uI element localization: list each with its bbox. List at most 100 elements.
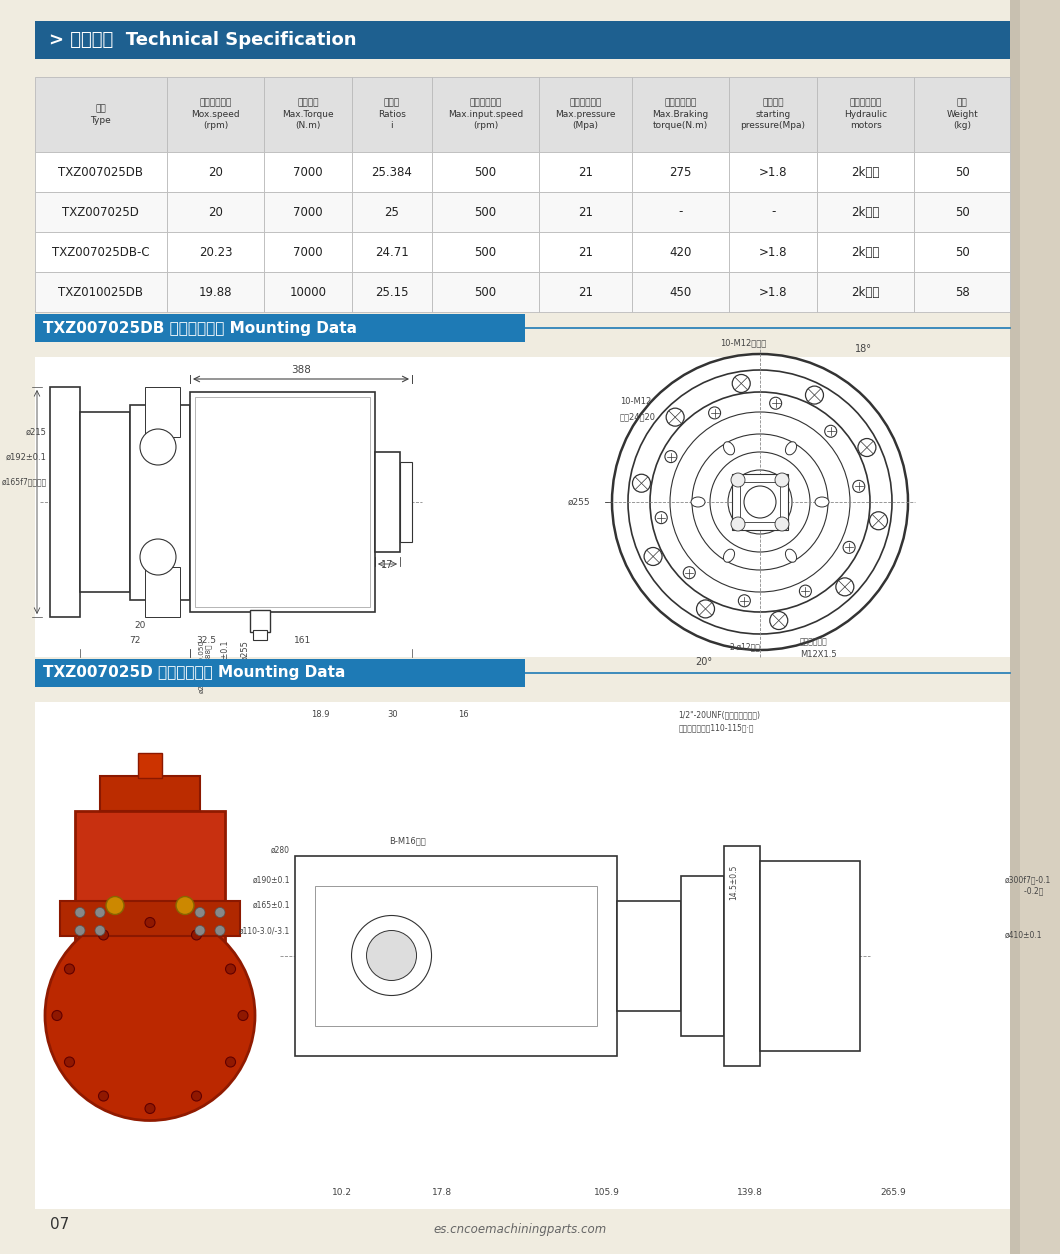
Circle shape <box>644 548 662 566</box>
Text: ø215: ø215 <box>26 428 47 436</box>
Circle shape <box>195 925 205 935</box>
Circle shape <box>775 517 789 530</box>
Ellipse shape <box>691 497 705 507</box>
Circle shape <box>665 450 677 463</box>
Text: >1.8: >1.8 <box>759 246 788 258</box>
Text: 型号
Type: 型号 Type <box>90 104 111 124</box>
Text: ø204f7（-0.050
       -0.088）: ø204f7（-0.050 -0.088） <box>198 640 212 693</box>
Bar <box>35 21 1010 59</box>
Circle shape <box>708 406 721 419</box>
Text: 7000: 7000 <box>294 166 323 178</box>
Text: 液压马达型号
Hydraulic
motors: 液压马达型号 Hydraulic motors <box>844 99 887 130</box>
Text: ø300f7（-0.1
        -0.2）: ø300f7（-0.1 -0.2） <box>1005 875 1052 895</box>
Text: 19.88: 19.88 <box>198 286 232 298</box>
Text: ø280: ø280 <box>271 846 290 855</box>
Text: ø255: ø255 <box>567 498 590 507</box>
Bar <box>817 272 915 312</box>
Text: 20: 20 <box>135 621 145 630</box>
Text: 72: 72 <box>129 636 141 645</box>
Circle shape <box>650 393 870 612</box>
Text: 50: 50 <box>955 206 970 218</box>
Text: 21: 21 <box>578 166 593 178</box>
Bar <box>540 272 632 312</box>
Text: 14.5±0.5: 14.5±0.5 <box>729 865 738 900</box>
Text: 20.23: 20.23 <box>198 246 232 258</box>
Text: TXZ007025D 安装联接尺寸 Mounting Data: TXZ007025D 安装联接尺寸 Mounting Data <box>43 666 346 681</box>
Bar <box>250 609 270 632</box>
Circle shape <box>352 915 431 996</box>
Ellipse shape <box>723 549 735 562</box>
Text: -: - <box>771 206 775 218</box>
Circle shape <box>843 542 855 553</box>
Text: 7000: 7000 <box>294 206 323 218</box>
Circle shape <box>95 925 105 935</box>
Text: 最大制动扭矩
Max.Braking
torque(N.m): 最大制动扭矩 Max.Braking torque(N.m) <box>652 99 708 130</box>
Text: 16: 16 <box>458 710 470 719</box>
Bar <box>400 461 412 542</box>
Circle shape <box>45 910 255 1121</box>
Bar <box>145 387 180 436</box>
Text: 螺栓拧紧力矩：110-115牛·米: 螺栓拧紧力矩：110-115牛·米 <box>678 724 754 732</box>
Circle shape <box>731 517 745 530</box>
Text: 105.9: 105.9 <box>594 1188 620 1198</box>
Text: 500: 500 <box>475 206 496 218</box>
Bar <box>352 272 431 312</box>
Text: ø190±0.1: ø190±0.1 <box>252 877 290 885</box>
Bar <box>729 152 817 192</box>
Text: 10000: 10000 <box>289 286 326 298</box>
Text: ø165±0.1: ø165±0.1 <box>252 902 290 910</box>
Text: 50: 50 <box>955 166 970 178</box>
Ellipse shape <box>815 497 829 507</box>
Text: >1.8: >1.8 <box>759 286 788 298</box>
Bar <box>1010 0 1020 1254</box>
Text: 2-ø12沉孔: 2-ø12沉孔 <box>730 642 761 651</box>
Circle shape <box>226 1057 235 1067</box>
Circle shape <box>869 512 887 529</box>
Bar <box>632 152 729 192</box>
Circle shape <box>806 386 824 404</box>
Circle shape <box>825 425 836 438</box>
Text: TXZ007025DB: TXZ007025DB <box>58 166 143 178</box>
Text: 10.2: 10.2 <box>332 1188 352 1198</box>
Circle shape <box>60 927 240 1105</box>
Circle shape <box>612 354 908 650</box>
Circle shape <box>799 586 811 597</box>
Text: 388: 388 <box>292 365 311 375</box>
Bar <box>915 76 1010 152</box>
Bar <box>80 413 130 592</box>
Circle shape <box>367 930 417 981</box>
Circle shape <box>195 908 205 918</box>
Circle shape <box>710 451 810 552</box>
Text: 20: 20 <box>208 166 223 178</box>
Bar <box>352 76 431 152</box>
Text: 500: 500 <box>475 246 496 258</box>
Text: 275: 275 <box>669 166 691 178</box>
Circle shape <box>666 408 684 426</box>
Bar <box>632 232 729 272</box>
Circle shape <box>52 1011 61 1021</box>
Circle shape <box>692 434 828 571</box>
Text: 17.8: 17.8 <box>432 1188 453 1198</box>
Bar <box>130 405 190 599</box>
Text: 21: 21 <box>578 206 593 218</box>
Circle shape <box>99 1091 108 1101</box>
Circle shape <box>728 470 792 534</box>
Text: 21: 21 <box>578 286 593 298</box>
Text: ø410±0.1: ø410±0.1 <box>1005 930 1042 940</box>
Text: 7000: 7000 <box>294 246 323 258</box>
Circle shape <box>145 918 155 928</box>
Circle shape <box>75 925 85 935</box>
Bar <box>352 152 431 192</box>
Bar <box>315 885 597 1026</box>
Bar <box>729 76 817 152</box>
Bar <box>100 775 200 810</box>
Bar <box>352 232 431 272</box>
Circle shape <box>852 480 865 493</box>
Bar <box>35 152 166 192</box>
Bar <box>35 702 1010 1209</box>
Text: 20°: 20° <box>695 657 712 667</box>
Text: TXZ010025DB: TXZ010025DB <box>58 286 143 298</box>
Bar <box>264 232 352 272</box>
Bar <box>35 272 166 312</box>
Circle shape <box>145 1104 155 1114</box>
